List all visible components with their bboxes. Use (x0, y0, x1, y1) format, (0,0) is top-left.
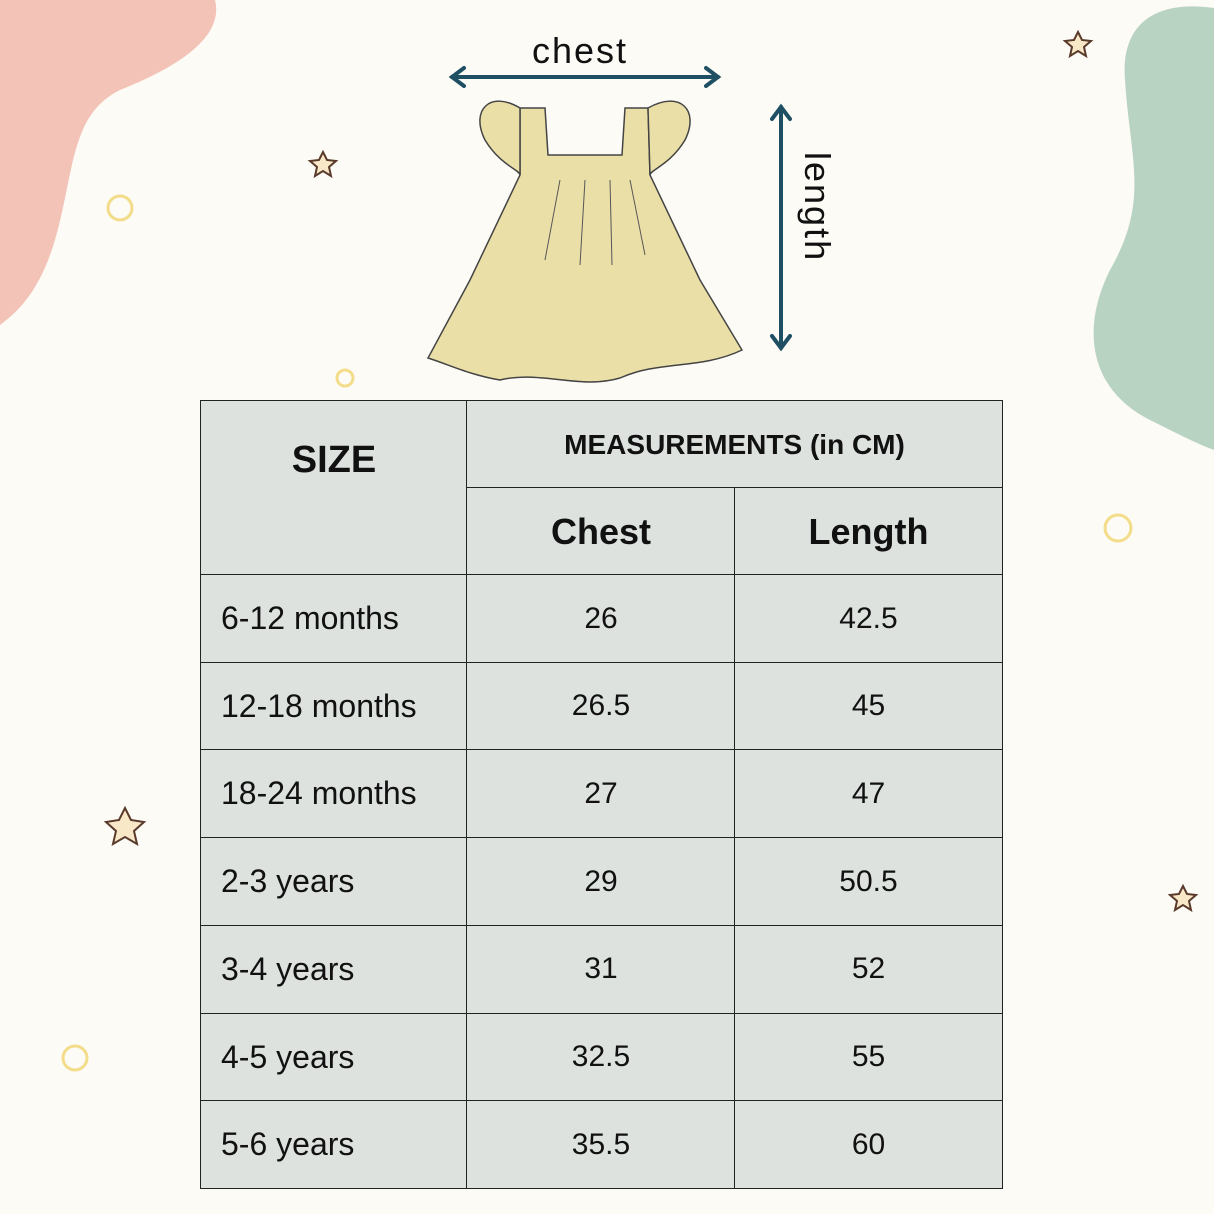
chest-cell: 27 (466, 749, 736, 839)
size-cell: 12-18 months (200, 661, 468, 751)
length-cell: 47 (734, 749, 1003, 839)
length-cell: 50.5 (734, 837, 1003, 927)
chest-cell: 32.5 (466, 1012, 736, 1102)
chest-cell: 26.5 (466, 661, 736, 751)
measurements-header: MEASUREMENTS (in CM) (466, 400, 1003, 489)
chest-label: chest (532, 30, 629, 71)
size-cell: 2-3 years (200, 837, 468, 927)
length-cell: 52 (734, 924, 1003, 1014)
length-cell: 45 (734, 661, 1003, 751)
length-header: Length (734, 487, 1003, 576)
size-cell: 4-5 years (200, 1012, 468, 1102)
chest-cell: 26 (466, 574, 736, 664)
length-cell: 55 (734, 1012, 1003, 1102)
chest-cell: 35.5 (466, 1100, 736, 1190)
length-cell: 42.5 (734, 574, 1003, 664)
chest-cell: 31 (466, 924, 736, 1014)
length-label: length (797, 152, 838, 263)
size-cell: 18-24 months (200, 749, 468, 839)
chest-header: Chest (466, 487, 736, 576)
size-cell: 3-4 years (200, 924, 468, 1014)
size-header: SIZE (200, 400, 468, 576)
size-cell: 5-6 years (200, 1100, 468, 1190)
size-cell: 6-12 months (200, 574, 468, 664)
chest-cell: 29 (466, 837, 736, 927)
length-cell: 60 (734, 1100, 1003, 1190)
